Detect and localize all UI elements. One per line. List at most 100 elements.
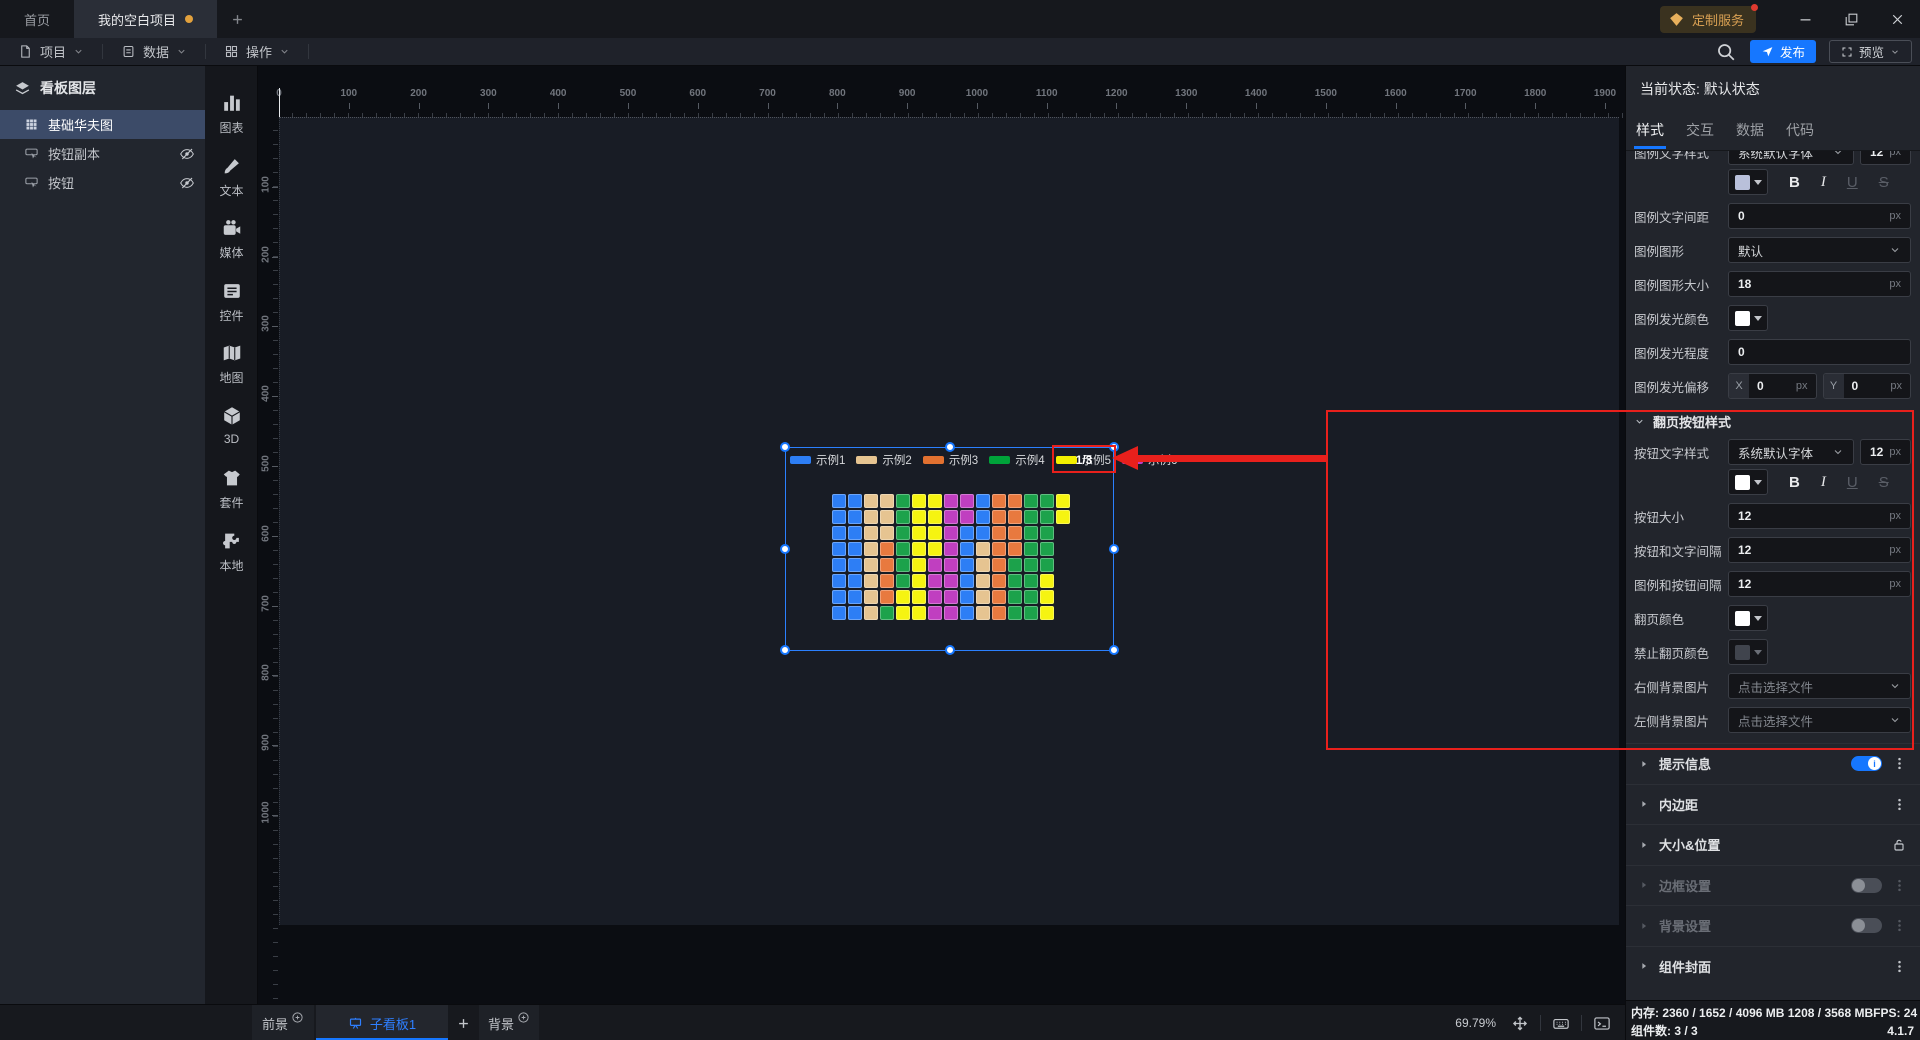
menu-data[interactable]: 数据 xyxy=(103,38,205,65)
offset-x-input[interactable]: X 0 px xyxy=(1728,373,1817,399)
terminal-icon[interactable] xyxy=(1591,1014,1613,1033)
underline-button[interactable]: U xyxy=(1846,173,1858,191)
add-board-button[interactable] xyxy=(447,1005,479,1040)
accordion-提示信息[interactable]: 提示信息 i xyxy=(1626,743,1920,784)
legend-item[interactable]: 示例4 xyxy=(989,452,1045,468)
legend-item[interactable]: 示例1 xyxy=(790,452,845,468)
number-input[interactable]: 12 px xyxy=(1728,571,1911,597)
bold-button[interactable]: B xyxy=(1789,173,1800,191)
layer-item[interactable]: 按钮副本 xyxy=(0,139,205,168)
fit-screen-icon[interactable] xyxy=(1509,1014,1531,1033)
color-picker[interactable] xyxy=(1728,639,1768,665)
dock-item-7[interactable]: 套件 xyxy=(205,467,258,523)
font-family-select[interactable]: 系统默认字体 xyxy=(1728,151,1854,165)
font-size-input[interactable]: 12 px xyxy=(1860,439,1911,465)
accordion-内边距[interactable]: 内边距 xyxy=(1626,783,1920,825)
window-tab[interactable]: 首页 xyxy=(0,0,74,38)
inspector-tab-数据[interactable]: 数据 xyxy=(1736,122,1764,138)
dock-item-6[interactable]: 3D xyxy=(205,405,258,461)
close-button[interactable] xyxy=(1874,0,1920,38)
eye-off-icon[interactable] xyxy=(179,175,195,191)
kebab-menu-icon[interactable] xyxy=(1892,756,1907,771)
bold-button[interactable]: B xyxy=(1789,473,1800,491)
minimize-button[interactable] xyxy=(1782,0,1828,38)
legend-item[interactable]: 示例3 xyxy=(922,452,978,468)
keyboard-icon[interactable] xyxy=(1550,1014,1572,1033)
underline-button[interactable]: U xyxy=(1846,473,1858,491)
preview-button[interactable]: 预览 xyxy=(1828,40,1912,63)
number-input[interactable]: 0 xyxy=(1728,339,1911,365)
dock-item-1[interactable]: 图表 xyxy=(205,92,258,148)
subboard-tab-active[interactable]: 子看板1 xyxy=(316,1005,448,1040)
selection-handle[interactable] xyxy=(780,645,790,655)
strike-button[interactable]: S xyxy=(1878,473,1889,491)
pager-style-section-header[interactable]: 翻页按钮样式 xyxy=(1634,409,1911,433)
italic-button[interactable]: I xyxy=(1820,473,1826,490)
color-picker[interactable] xyxy=(1728,605,1768,631)
custom-service-badge[interactable]: 定制服务 xyxy=(1659,3,1758,33)
inspector-tab-代码[interactable]: 代码 xyxy=(1786,122,1814,138)
inspector-tab-样式[interactable]: 样式 xyxy=(1634,120,1666,149)
dock-item-4[interactable]: 控件 xyxy=(205,280,258,336)
selection-handle[interactable] xyxy=(945,442,955,452)
color-picker[interactable] xyxy=(1728,305,1768,331)
select-input[interactable]: 默认 xyxy=(1728,237,1911,263)
font-color-picker[interactable] xyxy=(1728,169,1768,195)
menu-actions[interactable]: 操作 xyxy=(206,38,308,65)
select-input[interactable]: 点击选择文件 xyxy=(1728,673,1911,699)
legend-item[interactable]: 示例2 xyxy=(856,452,912,468)
background-tab[interactable]: 背景 xyxy=(479,1005,539,1040)
foreground-tab[interactable]: 前景 xyxy=(252,1005,314,1040)
file-icon xyxy=(18,44,33,59)
number-input[interactable]: 18 px xyxy=(1728,271,1911,297)
toggle-off[interactable] xyxy=(1851,918,1882,934)
legend-item[interactable]: 示例5 xyxy=(1055,452,1111,468)
accordion-大小&位置[interactable]: 大小&位置 xyxy=(1626,824,1920,865)
number-input[interactable]: 12 px xyxy=(1728,537,1911,563)
accordion-组件封面[interactable]: 组件封面 xyxy=(1626,945,1920,987)
font-size-input[interactable]: 12 px xyxy=(1860,151,1911,165)
kebab-menu-icon[interactable] xyxy=(1892,918,1907,933)
lock-open-icon[interactable] xyxy=(1891,837,1907,853)
kebab-menu-icon[interactable] xyxy=(1892,878,1907,893)
new-project-tab-button[interactable] xyxy=(217,0,257,38)
chevron-right-icon[interactable] xyxy=(1894,83,1906,95)
publish-button[interactable]: 发布 xyxy=(1749,40,1816,63)
selection-handle[interactable] xyxy=(780,544,790,554)
kebab-menu-icon[interactable] xyxy=(1892,797,1907,812)
window-tab-active[interactable]: 我的空白项目 xyxy=(74,0,218,38)
accordion-背景设置[interactable]: 背景设置 xyxy=(1626,905,1920,946)
strike-button[interactable]: S xyxy=(1878,173,1889,191)
offset-y-input[interactable]: Y 0 px xyxy=(1822,373,1911,399)
selection-box[interactable] xyxy=(780,442,1119,655)
number-input[interactable]: 0 px xyxy=(1728,203,1911,229)
menu-project[interactable]: 项目 xyxy=(0,38,102,65)
kebab-menu-icon[interactable] xyxy=(1892,959,1907,974)
number-input[interactable]: 12 px xyxy=(1728,503,1911,529)
selection-handle[interactable] xyxy=(945,645,955,655)
toggle-off[interactable] xyxy=(1851,877,1882,893)
plus-circle-icon[interactable] xyxy=(517,1011,530,1024)
plus-circle-icon[interactable] xyxy=(291,1011,304,1024)
font-color-picker[interactable] xyxy=(1728,469,1768,495)
dock-item-8[interactable]: 本地 xyxy=(205,530,258,586)
accordion-边框设置[interactable]: 边框设置 xyxy=(1626,864,1920,906)
font-family-select[interactable]: 系统默认字体 xyxy=(1728,439,1854,465)
dock-item-3[interactable]: 媒体 xyxy=(205,217,258,273)
italic-button[interactable]: I xyxy=(1820,173,1826,190)
dock-item-5[interactable]: 地图 xyxy=(205,342,258,398)
toggle-on[interactable]: i xyxy=(1851,756,1882,772)
inspector-tab-交互[interactable]: 交互 xyxy=(1686,122,1714,138)
layer-item[interactable]: 按钮 xyxy=(0,168,205,197)
canvas-area[interactable]: 0100200300400500600700800900100011001200… xyxy=(258,66,1625,1004)
dock-item-2[interactable]: 文本 xyxy=(205,155,258,211)
select-input[interactable]: 点击选择文件 xyxy=(1728,707,1911,733)
add-state-icon[interactable] xyxy=(1863,81,1880,98)
selection-handle[interactable] xyxy=(780,442,790,452)
selection-handle[interactable] xyxy=(1109,645,1119,655)
search-icon[interactable] xyxy=(1715,41,1737,63)
eye-off-icon[interactable] xyxy=(179,146,195,162)
selection-handle[interactable] xyxy=(1109,544,1119,554)
layer-item[interactable]: 基础华夫图 xyxy=(0,110,205,139)
maximize-button[interactable] xyxy=(1828,0,1874,38)
